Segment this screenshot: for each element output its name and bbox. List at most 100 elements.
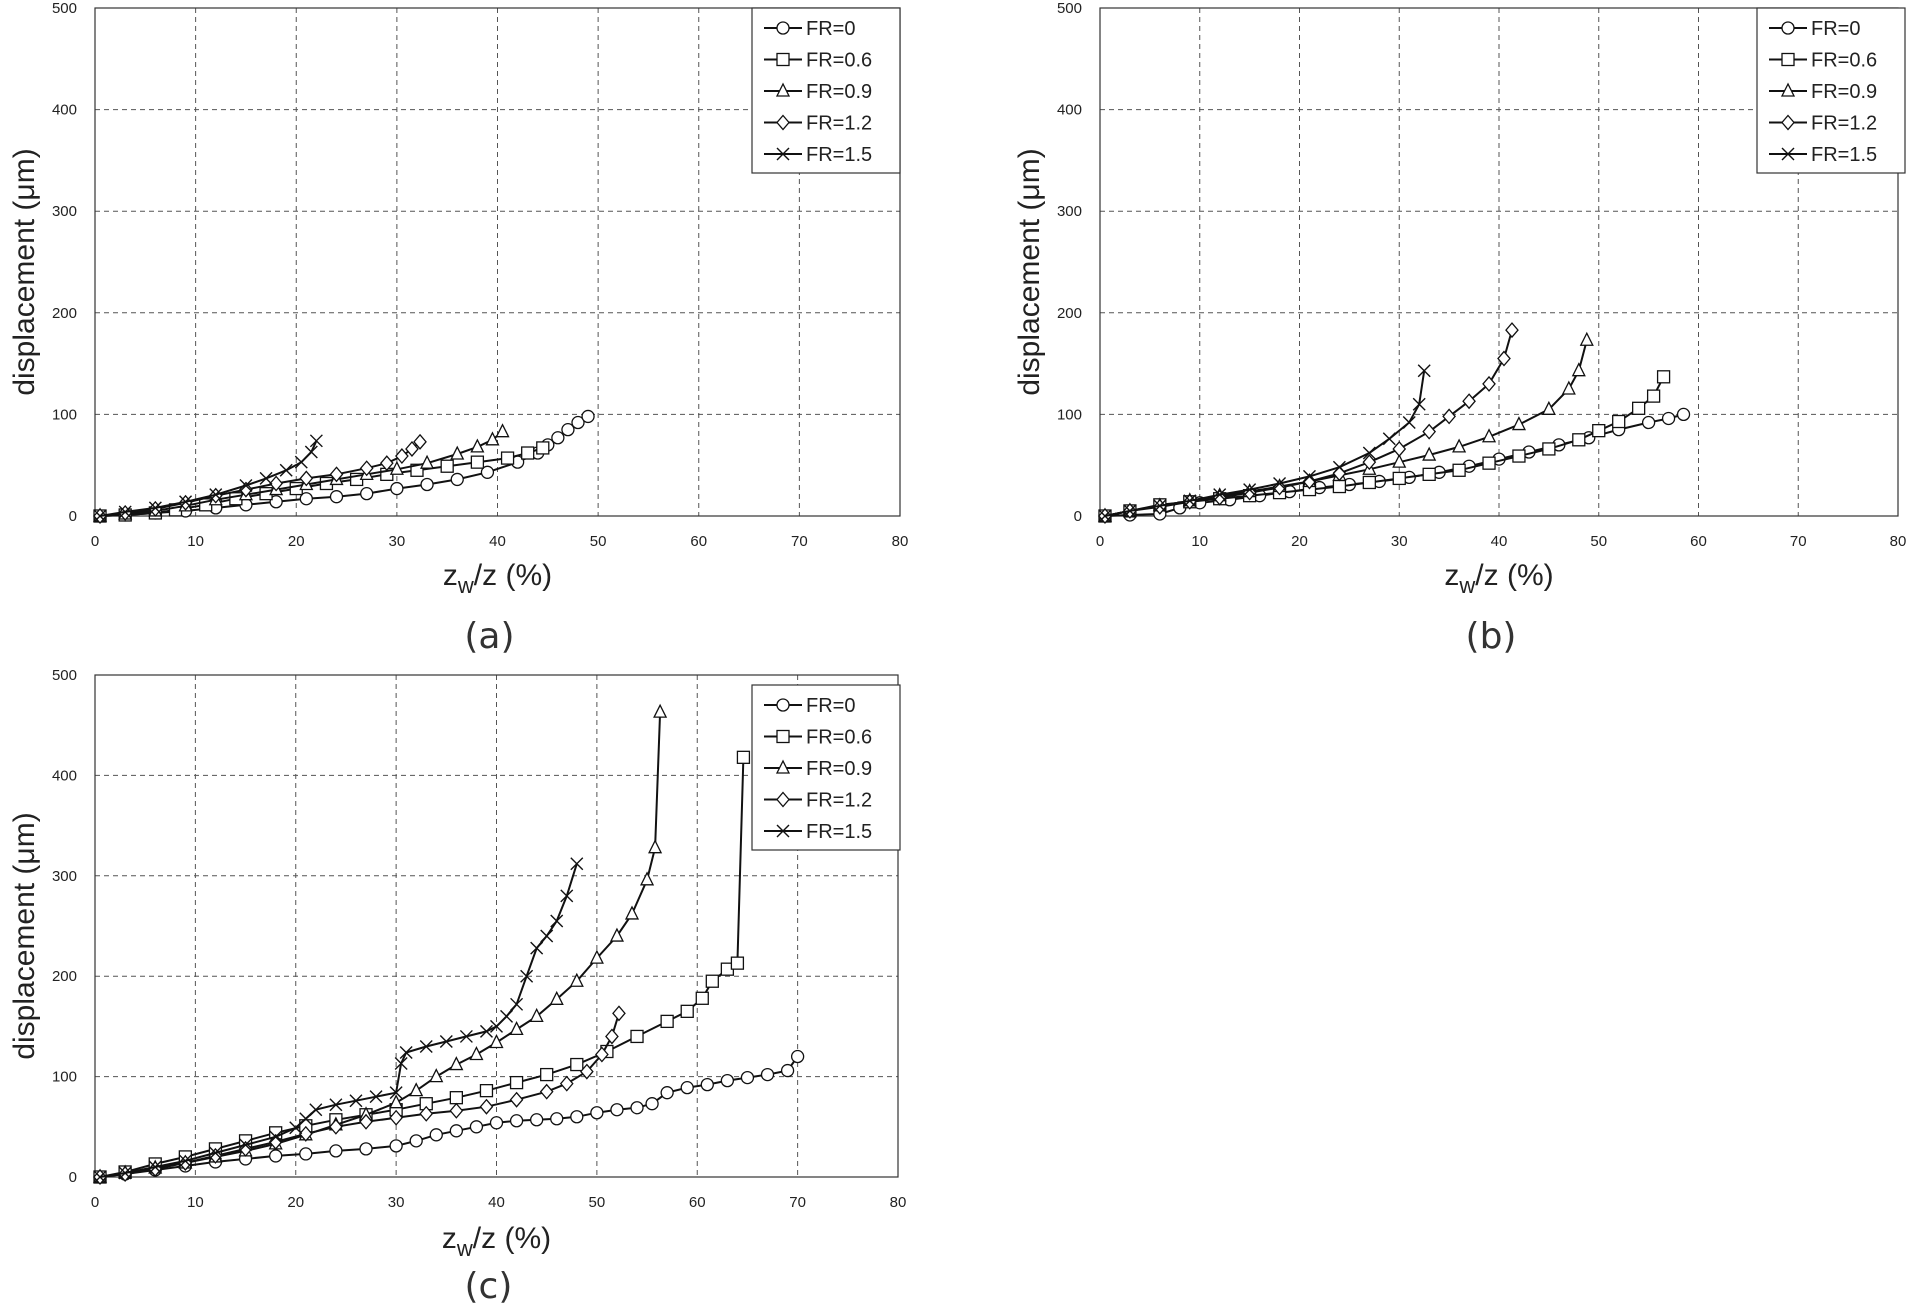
x-tick-label-b-30: 30 [1391,533,1408,550]
legend-marker-a-2 [775,82,791,97]
data-point-a-4-9 [304,445,318,459]
x-tick-label-a-10: 10 [187,533,204,550]
data-point-c-0-20 [590,1106,604,1120]
data-point-c-3-10 [389,1109,403,1126]
chart-b: 0 10 20 30 40 50 60 70 80 0 100 200 300 400 500 displac… [1013,0,1906,657]
x-axis-title-main-a: z [443,559,458,592]
data-point-b-2-16 [1561,380,1576,395]
x-tick-label-a-40: 40 [489,533,506,550]
data-point-b-4-11 [1402,416,1416,430]
y-tick-label-a-400: 400 [52,102,77,119]
data-point-a-0-10 [390,481,404,496]
x-tick-label-a-80: 80 [892,533,909,550]
data-point-c-0-13 [449,1124,464,1138]
data-point-a-0-12 [450,472,464,487]
data-point-b-3-12 [1442,408,1456,425]
data-point-a-3-12 [405,440,419,457]
data-point-a-4-2 [148,501,162,515]
x-axis-title-main-c: z [442,1222,457,1255]
data-point-b-4-10 [1382,432,1396,446]
data-point-a-4-8 [294,455,308,469]
data-point-a-0-17 [551,431,565,445]
data-point-b-1-13 [1482,456,1496,470]
legend-marker-c-3 [776,791,790,808]
data-point-c-0-23 [645,1097,659,1111]
legend-label-a-0: FR=0 [806,18,855,40]
y-axis-title-b: displacement (μm) [1013,148,1046,395]
y-tick-label-a-500: 500 [52,0,77,17]
data-point-c-0-25 [680,1080,694,1095]
data-point-c-3-15 [539,1083,554,1100]
legend-label-a-3: FR=1.2 [806,113,872,135]
data-point-c-0-16 [509,1114,524,1128]
data-point-c-3-11 [419,1105,434,1122]
plot-frame-a [94,7,901,517]
data-point-c-4-0 [93,1170,107,1184]
legend-label-a-1: FR=0.6 [806,50,872,72]
x-axis-title-sub-a: w [457,573,474,598]
data-point-c-3-9 [359,1113,373,1130]
y-tick-label-c-500: 500 [52,667,77,684]
data-point-a-4-1 [118,505,132,519]
x-tick-label-c-80: 80 [890,1194,907,1211]
data-point-c-4-26 [550,914,564,928]
data-point-a-3-8 [329,466,344,483]
data-point-a-1-12 [440,459,454,473]
x-tick-label-c-20: 20 [287,1194,304,1211]
x-axis-title-main-b: z [1444,559,1459,592]
data-point-c-3-8 [329,1118,343,1135]
data-point-b-1-19 [1632,401,1646,415]
data-point-a-1-16 [536,441,550,455]
data-point-c-1-20 [680,1004,694,1018]
data-point-b-2-10 [1392,453,1407,468]
x-tick-label-a-60: 60 [690,533,707,550]
data-point-b-1-8 [1332,479,1347,494]
legend-marker-b-1 [1781,52,1795,67]
legend-label-c-1: FR=0.6 [806,727,872,749]
data-point-a-1-13 [470,455,485,469]
data-point-c-1-18 [630,1029,644,1044]
data-point-a-3-13 [413,433,427,450]
data-point-b-3-10 [1392,440,1407,457]
series-line-c-3 [99,1013,620,1178]
data-point-a-4-10 [309,434,323,448]
y-axis-title-a: displacement (μm) [8,148,41,395]
data-point-c-2-23 [640,871,655,886]
x-tick-label-b-70: 70 [1790,533,1807,550]
data-point-b-4-6 [1273,476,1287,490]
data-point-c-2-19 [569,972,584,987]
data-point-c-4-19 [479,1024,493,1038]
legend-box-b [1756,7,1906,174]
series-c-2 [92,703,668,1183]
data-point-c-4-2 [148,1160,162,1174]
data-point-b-1-18 [1612,414,1626,429]
data-point-a-3-9 [359,460,374,477]
x-tick-label-b-50: 50 [1590,533,1607,550]
data-point-b-1-14 [1512,449,1526,463]
data-point-b-2-12 [1452,438,1467,453]
data-point-c-2-20 [589,949,604,964]
data-point-b-4-12 [1412,397,1426,411]
data-point-c-4-7 [289,1121,303,1135]
x-tick-label-a-50: 50 [590,533,607,550]
x-tick-label-a-70: 70 [791,533,808,550]
data-point-c-0-11 [409,1134,423,1148]
series-c-4 [93,857,584,1184]
data-point-a-1-14 [500,451,515,465]
data-point-a-2-15 [495,423,510,438]
data-point-a-0-9 [360,486,374,501]
data-point-c-2-22 [624,905,640,920]
data-point-c-1-16 [570,1057,584,1072]
data-point-b-2-13 [1481,428,1497,443]
data-point-a-2-11 [420,454,435,469]
data-point-b-0-21 [1676,407,1691,422]
data-point-c-0-6 [269,1149,283,1163]
x-axis-title-b: zw/z (%) [1444,559,1553,598]
data-point-c-0-24 [660,1086,674,1100]
legend-label-a-4: FR=1.5 [806,144,872,166]
chart-panel-b: 0 10 20 30 40 50 60 70 80 0 100 200 300 400 500 displac… [1005,0,1912,665]
data-point-c-2-10 [389,1094,404,1109]
data-point-c-3-20 [612,1005,626,1022]
data-point-c-2-17 [529,1007,544,1023]
data-point-b-2-17 [1571,362,1586,377]
